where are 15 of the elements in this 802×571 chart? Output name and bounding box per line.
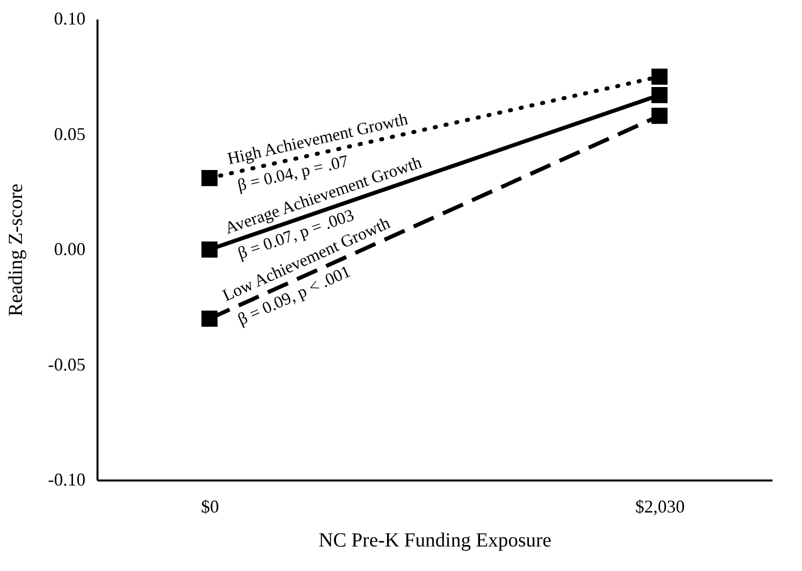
point [651,68,668,85]
point [201,170,218,186]
y-tick-label: -0.10 [48,470,86,490]
y-tick-label: 0.05 [54,124,86,144]
y-axis-title: Reading Z-score [5,184,28,316]
point [651,108,668,124]
x-tick-label: $0 [201,496,219,516]
point [201,241,218,258]
point [651,87,668,104]
point [201,310,218,327]
y-tick-label: -0.05 [48,354,86,374]
x-tick-label: $2,030 [635,496,685,516]
x-axis-title: NC Pre-K Funding Exposure [318,530,552,552]
y-tick-label: 0.10 [54,8,86,28]
y-tick-label: 0.00 [54,239,86,259]
